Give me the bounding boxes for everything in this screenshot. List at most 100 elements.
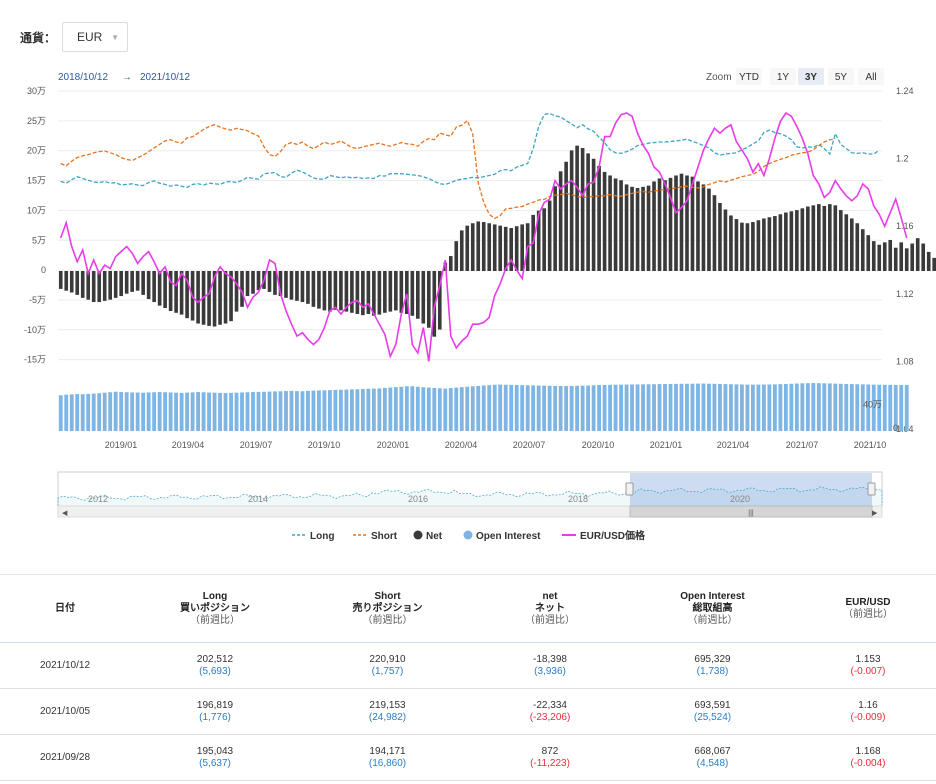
oi-bar	[130, 392, 135, 431]
oi-bar	[454, 387, 459, 431]
range-from[interactable]: 2018/10/12	[58, 72, 108, 83]
cell-value: 668,067	[694, 745, 731, 757]
zoom-button-5y[interactable]: 5Y	[828, 68, 854, 85]
oi-bar	[97, 393, 102, 431]
legend-item-open_interest[interactable]: Open Interest	[463, 530, 542, 543]
net-bar	[586, 153, 590, 271]
net-bar	[789, 211, 794, 271]
oi-bar	[899, 385, 904, 431]
change-value: (16,860)	[368, 757, 407, 769]
net-bar	[575, 145, 579, 271]
net-bar	[795, 210, 799, 271]
net-bar	[668, 177, 673, 271]
zoom-button-ytd[interactable]: YTD	[736, 68, 762, 85]
scrollbar[interactable]: ||| ◀ ▶	[57, 505, 883, 518]
net-bar	[712, 195, 717, 271]
header-text: 買いポジション	[180, 602, 250, 614]
net-bar	[915, 238, 920, 271]
x-tick: 2021/07	[786, 440, 819, 450]
oi-bar	[663, 384, 667, 431]
net-bar	[888, 239, 893, 271]
change-value: (24,982)	[368, 711, 407, 723]
legend-item-long[interactable]: Long	[292, 531, 334, 542]
oi-bar	[871, 384, 876, 431]
net-bar	[734, 219, 739, 271]
currency-select[interactable]: EUR ▼	[62, 22, 128, 52]
net-bar	[921, 243, 926, 271]
net-bar	[437, 271, 442, 330]
navigator-handle-right[interactable]	[867, 482, 876, 496]
oi-bar	[366, 388, 371, 431]
navigator[interactable]: 2012 2014 2016 2018 2020	[57, 471, 883, 509]
oi-axis: 40万 0	[863, 400, 898, 434]
net-bars	[58, 145, 936, 337]
header-text: net	[542, 590, 558, 602]
net-bar	[80, 271, 85, 298]
zoom-button-3y[interactable]: 3Y	[798, 68, 824, 85]
range-arrow: →	[122, 72, 132, 83]
range-to[interactable]: 2021/10/12	[140, 72, 190, 83]
oi-bar	[278, 391, 283, 431]
oi-bar	[597, 385, 602, 431]
y-left-tick: 10万	[27, 205, 46, 215]
oi-bar	[404, 386, 409, 431]
legend-item-short[interactable]: Short	[353, 531, 398, 542]
change-value: (5,637)	[199, 757, 231, 769]
oi-bar	[591, 385, 596, 431]
header-text: （前週比）	[687, 614, 738, 626]
oi-bar	[327, 390, 332, 431]
net-bar	[882, 242, 887, 271]
zoom-button-1y[interactable]: 1Y	[770, 68, 796, 85]
net-bar	[718, 202, 722, 271]
oi-bar	[492, 384, 497, 431]
legend-item-price[interactable]: EUR/USD価格	[562, 529, 646, 542]
oi-bar	[317, 390, 321, 431]
oi-bar	[174, 392, 179, 431]
oi-bar	[388, 387, 393, 431]
scrollbar-thumb[interactable]	[629, 505, 873, 518]
net-bar	[405, 271, 409, 314]
net-bar	[663, 180, 667, 271]
y-left-tick: -15万	[24, 355, 46, 365]
scroll-left-icon[interactable]: ◀	[62, 510, 68, 517]
y-axis-left: 30万 25万 20万 15万 10万 5万 0 -5万 -10万 -15万	[24, 86, 46, 365]
net-bar	[542, 208, 546, 271]
table-cell: 1.16 (-0.009)	[800, 689, 936, 734]
navigator-handle-left[interactable]	[625, 482, 634, 496]
net-bar	[817, 204, 821, 271]
x-axis: 2019/01 2019/04 2019/07 2019/10 2020/01 2020/…	[105, 440, 887, 450]
oi-bar	[536, 385, 541, 431]
net-bar	[564, 161, 568, 271]
navigator-selection[interactable]	[630, 473, 872, 507]
oi-bar	[113, 391, 118, 431]
zoom-button-all[interactable]: All	[858, 68, 884, 85]
oi-tick: 40万	[863, 400, 882, 410]
cell-value: 195,043	[196, 745, 234, 757]
oi-bar	[756, 384, 761, 431]
net-bar	[778, 214, 783, 271]
scroll-right-icon[interactable]: ▶	[872, 510, 878, 517]
net-bar	[163, 271, 167, 309]
oi-bar	[146, 392, 151, 431]
oi-bar	[707, 383, 711, 431]
oi-bar	[520, 385, 525, 431]
oi-bar	[476, 385, 481, 431]
net-bar	[328, 271, 332, 312]
scrollbar-track[interactable]	[57, 505, 883, 518]
header-cell: Long 買いポジション （前週比）	[130, 575, 300, 642]
oi-bar	[646, 384, 651, 431]
table-cell: 695,329 (1,738)	[625, 643, 800, 688]
cot-chart: 2018/10/12 → 2021/10/12 Zoom YTD 1Y 3Y 5Y Al…	[24, 68, 936, 543]
oi-bar	[575, 385, 580, 431]
oi-bar	[525, 385, 530, 431]
net-bar	[113, 271, 118, 298]
oi-bar	[465, 386, 470, 431]
y-right-tick: 1.08	[896, 356, 914, 366]
navigator-tick: 2012	[88, 494, 108, 504]
oi-bar	[542, 385, 547, 431]
cell-value: 219,153	[369, 699, 406, 711]
legend-item-net[interactable]: Net	[413, 530, 443, 543]
oi-bar	[91, 393, 96, 431]
net-bar	[767, 217, 772, 271]
table-cell: -22,334 (-23,206)	[475, 689, 625, 734]
